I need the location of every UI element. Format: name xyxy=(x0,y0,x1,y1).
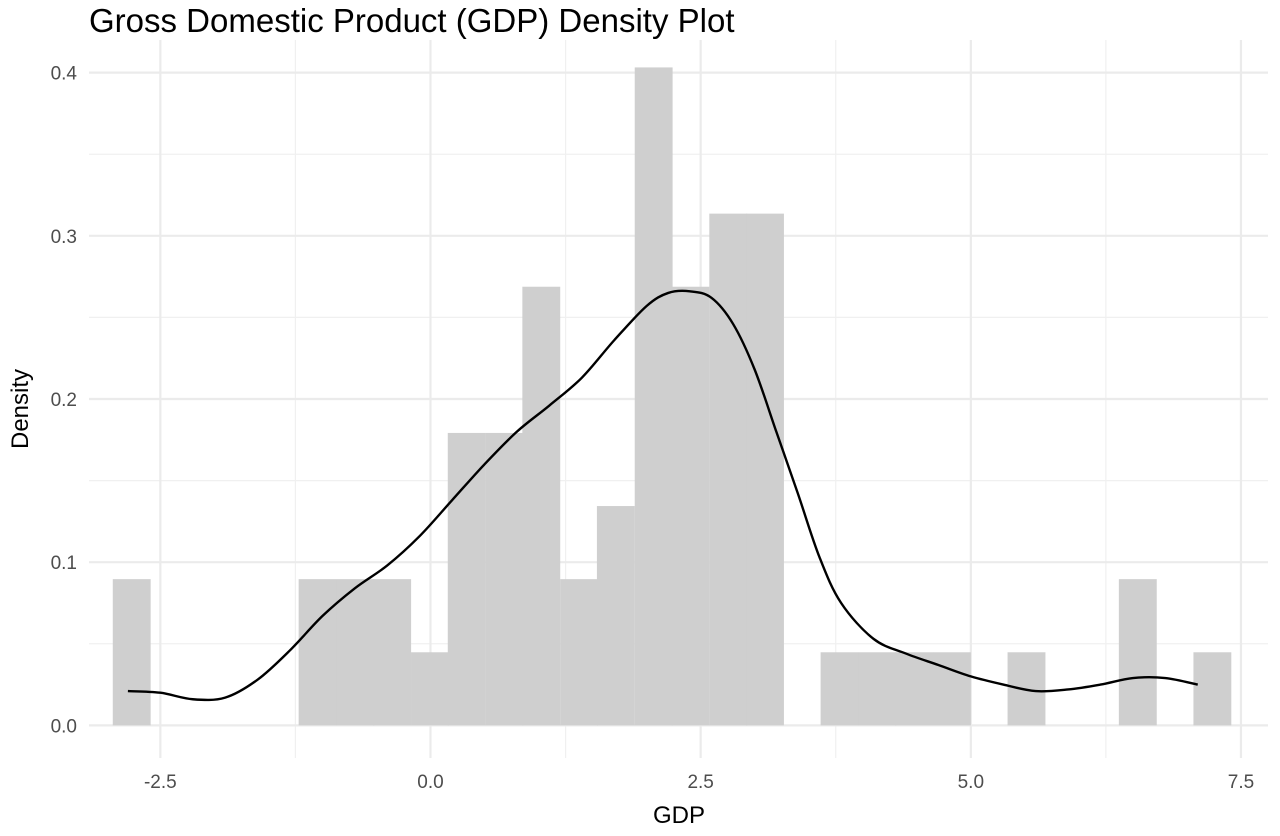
y-axis-title: Density xyxy=(7,369,34,449)
histogram-bar xyxy=(858,652,897,726)
histogram-bar xyxy=(373,579,412,726)
histogram-bar xyxy=(820,652,859,726)
x-tick-label: 0.0 xyxy=(417,772,443,793)
histogram-bar xyxy=(447,432,486,726)
histogram-bar xyxy=(709,213,748,726)
histogram-bar xyxy=(485,432,524,726)
histogram-bar xyxy=(671,286,710,726)
y-tick-label: 0.3 xyxy=(51,227,77,248)
density-curve xyxy=(127,289,1199,702)
y-axis-tick-labels: 0.0 0.1 0.2 0.3 0.4 xyxy=(51,64,78,738)
histogram-bar xyxy=(560,579,599,726)
histogram-bar xyxy=(411,652,449,726)
histogram-bar xyxy=(298,579,337,726)
y-tick-label: 0.1 xyxy=(51,553,77,574)
x-tick-label: -2.5 xyxy=(144,772,177,793)
histogram-bar xyxy=(1118,579,1157,726)
histogram-bar xyxy=(1193,652,1232,726)
histogram-bar xyxy=(895,652,934,726)
x-tick-label: 7.5 xyxy=(1228,772,1254,793)
y-tick-label: 0.2 xyxy=(51,390,77,411)
histogram-bar xyxy=(932,652,971,726)
histogram-bar xyxy=(336,579,375,726)
x-tick-label: 5.0 xyxy=(958,772,984,793)
y-tick-label: 0.4 xyxy=(51,64,78,85)
x-axis-tick-labels: -2.5 0.0 2.5 5.0 7.5 xyxy=(144,772,1254,793)
histogram-bar xyxy=(596,506,635,726)
y-tick-label: 0.0 xyxy=(51,716,77,737)
density-curve-layer xyxy=(127,289,1199,702)
histogram-bar xyxy=(522,286,561,726)
chart-title: Gross Domestic Product (GDP) Density Plo… xyxy=(89,2,735,39)
x-tick-label: 2.5 xyxy=(687,772,713,793)
histogram-bar xyxy=(746,213,784,726)
histogram-bars xyxy=(112,67,1232,726)
x-axis-title: GDP xyxy=(653,802,705,829)
histogram-bar xyxy=(634,67,673,726)
histogram-bar xyxy=(112,579,151,726)
